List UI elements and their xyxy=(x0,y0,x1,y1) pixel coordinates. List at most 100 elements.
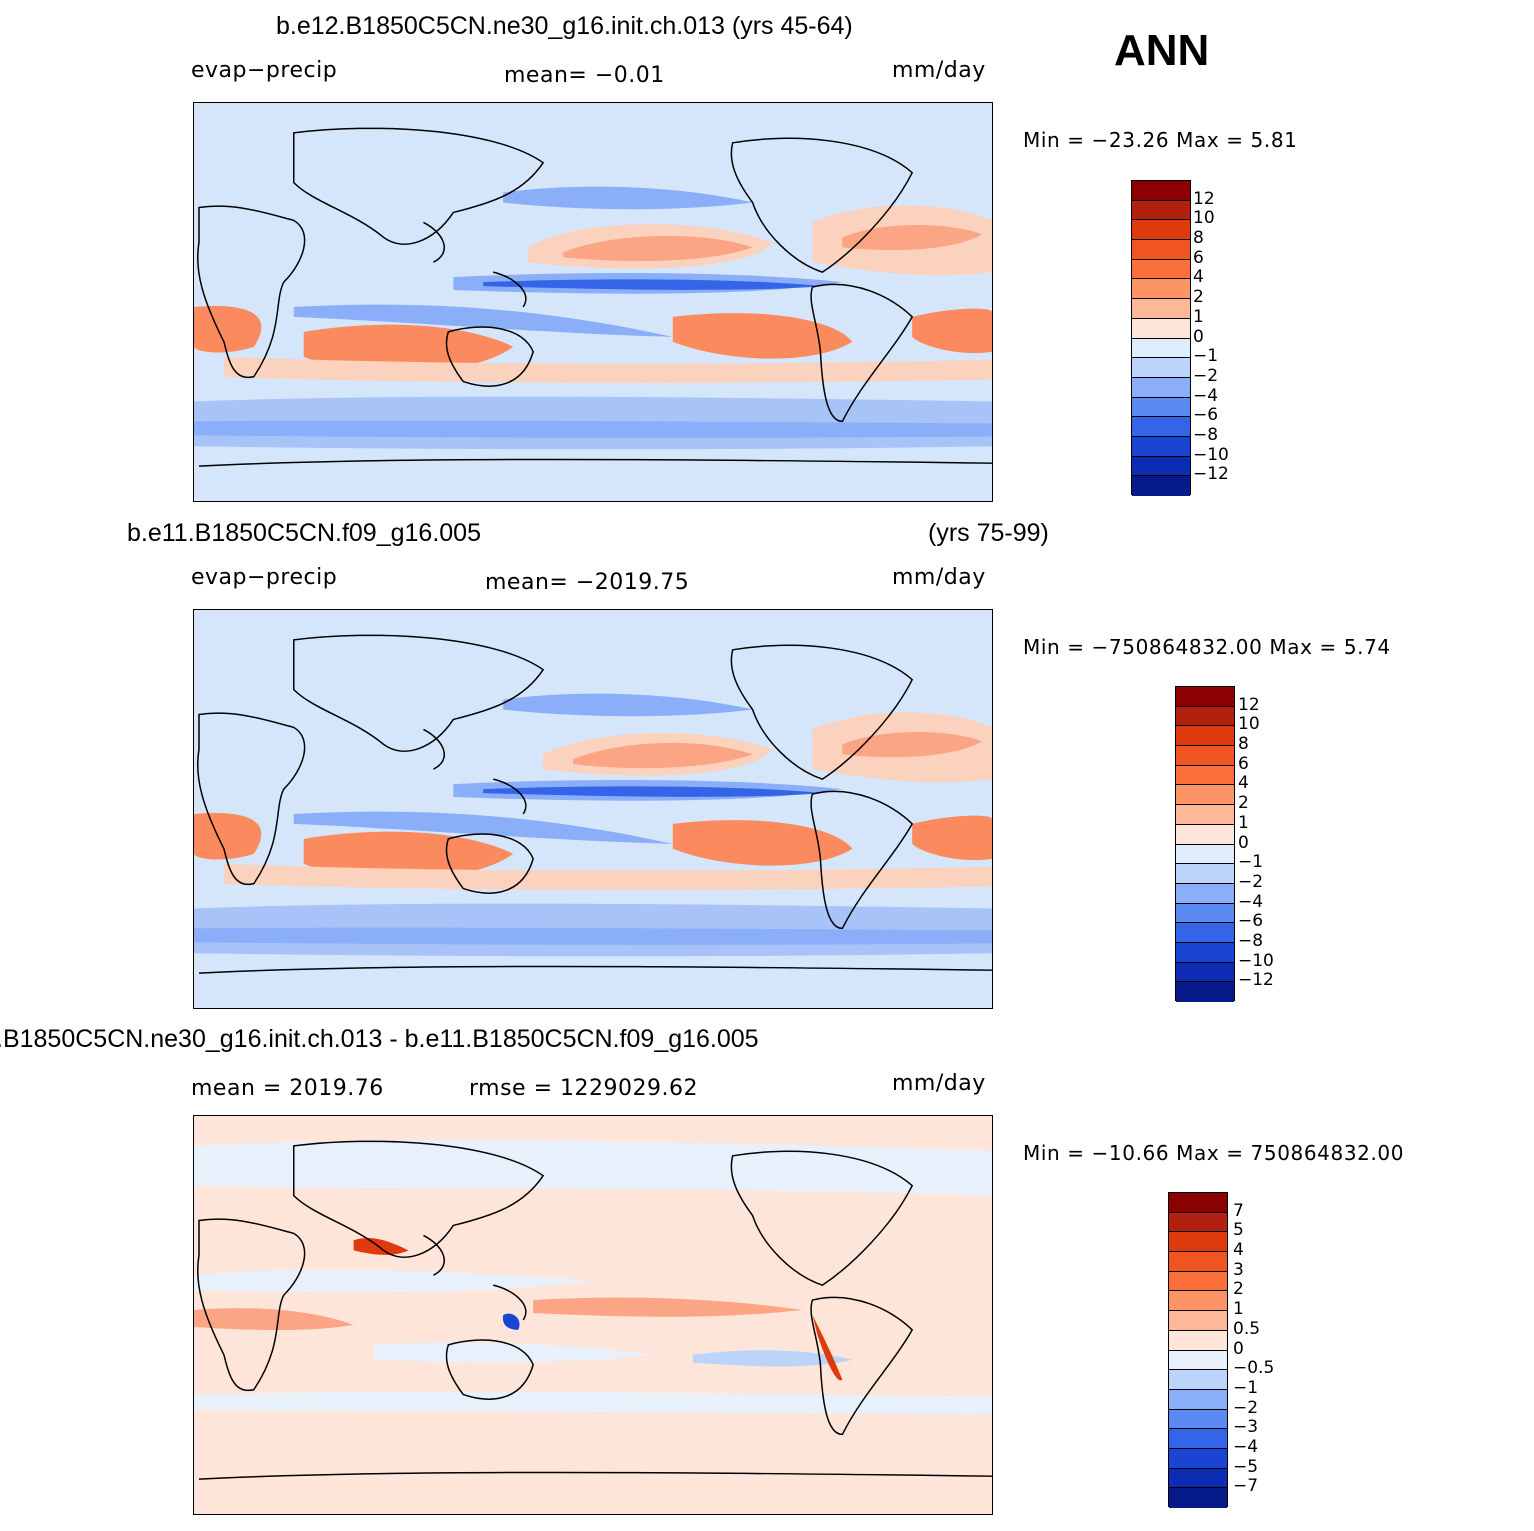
colorbar-level-label: −10 xyxy=(1238,950,1274,971)
panel2-mean-label: mean= −2019.75 xyxy=(485,570,690,595)
colorbar-level-label: 1 xyxy=(1238,812,1249,833)
colorbar-level-label: −8 xyxy=(1193,424,1219,445)
colorbar-level-label: 12 xyxy=(1238,694,1260,715)
colorbar-level-label: 0 xyxy=(1238,832,1249,853)
colorbar-level-label: 3 xyxy=(1233,1259,1244,1280)
colorbar-swatch xyxy=(1169,1488,1227,1508)
colorbar-level-label: −1 xyxy=(1193,346,1219,367)
colorbar-swatch xyxy=(1176,746,1234,766)
panel2-title-left: b.e11.B1850C5CN.f09_g16.005 xyxy=(127,519,481,547)
colorbar-swatch xyxy=(1176,726,1234,747)
panel3-title: .B1850C5CN.ne30_g16.init.ch.013 - b.e11.… xyxy=(0,1025,759,1053)
colorbar-swatch xyxy=(1176,962,1234,983)
colorbar-swatch xyxy=(1132,240,1190,260)
panel1-mean-label: mean= −0.01 xyxy=(504,63,665,88)
colorbar-swatch xyxy=(1132,318,1190,339)
panel2-minmax: Min = −750864832.00 Max = 5.74 xyxy=(1023,635,1391,659)
colorbar-swatch xyxy=(1176,883,1234,904)
panel2-units-label: mm/day xyxy=(892,565,986,590)
panel3-units-label: mm/day xyxy=(892,1071,986,1096)
colorbar-swatch xyxy=(1132,456,1190,477)
colorbar-swatch xyxy=(1132,436,1190,457)
colorbar-level-label: 0 xyxy=(1193,326,1204,347)
colorbar-swatch xyxy=(1169,1409,1227,1430)
colorbar-swatch xyxy=(1132,338,1190,359)
colorbar-level-label: 1 xyxy=(1193,306,1204,327)
colorbar-swatch xyxy=(1176,805,1234,825)
colorbar-swatch xyxy=(1132,220,1190,241)
colorbar-level-label: −0.5 xyxy=(1233,1358,1275,1379)
colorbar-swatch xyxy=(1132,377,1190,398)
colorbar-swatch xyxy=(1176,942,1234,963)
panel3-map xyxy=(193,1115,993,1515)
colorbar-level-label: 12 xyxy=(1193,188,1215,209)
colorbar-level-label: 4 xyxy=(1193,267,1204,288)
colorbar-level-label: −1 xyxy=(1238,852,1264,873)
colorbar-level-label: 6 xyxy=(1193,247,1204,268)
colorbar-level-label: 5 xyxy=(1233,1220,1244,1241)
colorbar-level-label: 4 xyxy=(1233,1240,1244,1261)
panel3-mean-label: mean = 2019.76 xyxy=(191,1076,384,1101)
colorbar-level-label: 6 xyxy=(1238,753,1249,774)
colorbar-swatch xyxy=(1169,1311,1227,1331)
colorbar-level-label: 7 xyxy=(1233,1200,1244,1221)
panel1-map xyxy=(193,102,993,502)
colorbar-swatch xyxy=(1132,200,1190,221)
colorbar-swatch xyxy=(1132,417,1190,437)
colorbar-level-label: −3 xyxy=(1233,1417,1259,1438)
colorbar-swatch xyxy=(1176,824,1234,845)
panel1-units-label: mm/day xyxy=(892,58,986,83)
panel3-rmse-label: rmse = 1229029.62 xyxy=(469,1076,698,1101)
panel1-title: b.e12.B1850C5CN.ne30_g16.init.ch.013 (yr… xyxy=(276,12,853,40)
colorbar-level-label: −4 xyxy=(1193,385,1219,406)
colorbar-level-label: −10 xyxy=(1193,444,1229,465)
panel2-variable-label: evap−precip xyxy=(191,565,338,590)
colorbar-level-label: 10 xyxy=(1193,208,1215,229)
colorbar-swatch xyxy=(1176,864,1234,884)
colorbar-level-label: 4 xyxy=(1238,773,1249,794)
colorbar-swatch xyxy=(1132,476,1190,496)
colorbar-level-label: −5 xyxy=(1233,1456,1259,1477)
colorbar-swatch xyxy=(1176,785,1234,806)
colorbar-swatch xyxy=(1132,299,1190,319)
colorbar-level-label: −8 xyxy=(1238,930,1264,951)
colorbar-swatch xyxy=(1176,765,1234,786)
colorbar-swatch xyxy=(1169,1291,1227,1312)
colorbar-level-label: 10 xyxy=(1238,714,1260,735)
panel2-colorbar xyxy=(1175,686,1235,1002)
colorbar-level-label: 0 xyxy=(1233,1338,1244,1359)
colorbar-swatch xyxy=(1176,982,1234,1002)
colorbar-level-label: −2 xyxy=(1233,1397,1259,1418)
colorbar-swatch xyxy=(1132,279,1190,300)
colorbar-swatch xyxy=(1132,181,1190,201)
colorbar-level-label: 2 xyxy=(1233,1279,1244,1300)
colorbar-swatch xyxy=(1169,1232,1227,1253)
colorbar-level-label: −7 xyxy=(1233,1476,1259,1497)
colorbar-swatch xyxy=(1132,397,1190,418)
colorbar-level-label: −2 xyxy=(1193,365,1219,386)
colorbar-swatch xyxy=(1169,1370,1227,1390)
panel1-variable-label: evap−precip xyxy=(191,58,338,83)
colorbar-swatch xyxy=(1176,903,1234,924)
colorbar-swatch xyxy=(1169,1212,1227,1233)
colorbar-swatch xyxy=(1176,687,1234,707)
colorbar-level-label: 1 xyxy=(1233,1299,1244,1320)
colorbar-level-label: 8 xyxy=(1238,734,1249,755)
season-label: ANN xyxy=(1114,26,1210,75)
panel2-map xyxy=(193,609,993,1009)
colorbar-level-label: −1 xyxy=(1233,1377,1259,1398)
panel1-colorbar xyxy=(1131,180,1191,496)
colorbar-swatch xyxy=(1176,923,1234,943)
colorbar-level-label: −12 xyxy=(1238,970,1274,991)
colorbar-level-label: −2 xyxy=(1238,871,1264,892)
colorbar-swatch xyxy=(1132,259,1190,280)
colorbar-level-label: 0.5 xyxy=(1233,1318,1261,1339)
colorbar-level-label: −4 xyxy=(1233,1436,1259,1457)
colorbar-level-label: −12 xyxy=(1193,464,1229,485)
colorbar-swatch xyxy=(1176,844,1234,865)
colorbar-level-label: −6 xyxy=(1193,405,1219,426)
colorbar-swatch xyxy=(1169,1252,1227,1272)
colorbar-swatch xyxy=(1169,1330,1227,1351)
panel3-colorbar xyxy=(1168,1192,1228,1508)
colorbar-level-label: 2 xyxy=(1193,287,1204,308)
